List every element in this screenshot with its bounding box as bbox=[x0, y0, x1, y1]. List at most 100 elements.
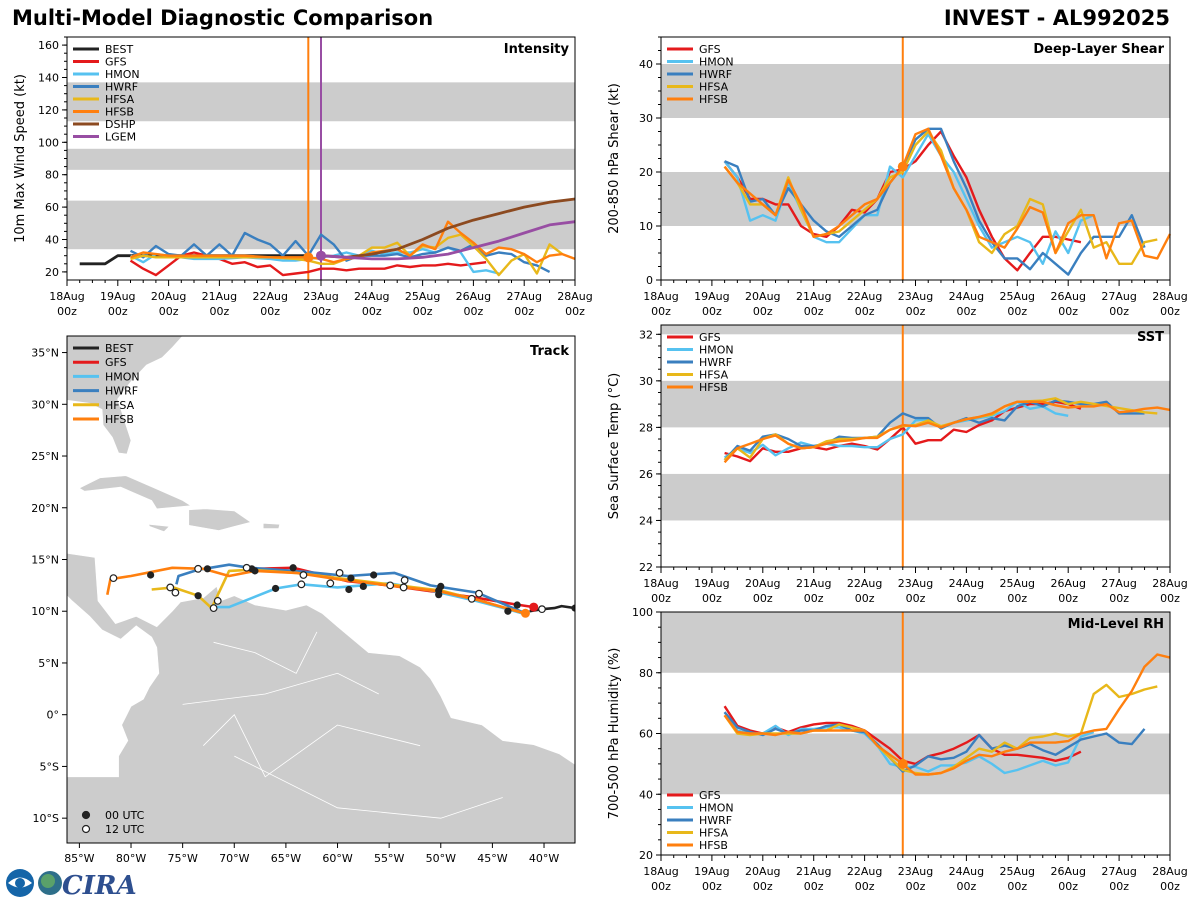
legend-label-dshp: DSHP bbox=[105, 118, 136, 131]
x-tick-label: 24Aug bbox=[354, 290, 389, 303]
cira-globe-icon bbox=[38, 871, 62, 895]
x-tick-label: 00z bbox=[1160, 305, 1180, 318]
init-marker bbox=[897, 161, 908, 172]
legend-label-best: BEST bbox=[105, 342, 133, 355]
x-tick-label: 18Aug bbox=[643, 865, 678, 878]
x-tick-label: 22Aug bbox=[847, 577, 882, 590]
x-tick-label: 00z bbox=[1109, 305, 1129, 318]
x-tick-label: 24Aug bbox=[949, 290, 984, 303]
panel-title: Intensity bbox=[504, 42, 570, 57]
legend-label-hfsb: HFSB bbox=[699, 381, 728, 394]
y-tick-label: 30 bbox=[639, 112, 653, 125]
track-point-12utc bbox=[242, 563, 251, 572]
track-point-00utc bbox=[347, 574, 355, 582]
legend-label-hwrf: HWRF bbox=[699, 356, 732, 369]
threshold-band bbox=[661, 325, 1170, 335]
y-tick-label: 20 bbox=[639, 849, 653, 862]
x-tick-label: 00z bbox=[855, 880, 875, 893]
x-tick-label: 00z bbox=[464, 305, 484, 318]
x-tick-label: 27Aug bbox=[506, 290, 541, 303]
legend-label-hfsa: HFSA bbox=[105, 93, 135, 106]
storm-title: INVEST - AL992025 bbox=[943, 6, 1170, 30]
x-tick-label: 00z bbox=[362, 305, 382, 318]
legend-label-hfsa: HFSA bbox=[699, 827, 729, 840]
x-tick-label: 00z bbox=[1007, 880, 1027, 893]
x-tick-label: 25Aug bbox=[1000, 577, 1035, 590]
track-point-12utc bbox=[467, 594, 476, 603]
x-tick-label: 00z bbox=[702, 592, 722, 605]
track-point-12utc bbox=[335, 569, 344, 577]
y-tick-label: 100 bbox=[38, 136, 59, 149]
init-marker bbox=[303, 252, 314, 263]
series-line-hmon bbox=[723, 400, 1069, 459]
y-tick-label: 80 bbox=[639, 667, 653, 680]
x-tick-label: 00z bbox=[1007, 305, 1027, 318]
panel-title: Deep-Layer Shear bbox=[1033, 42, 1164, 57]
track-point-12utc bbox=[400, 576, 409, 585]
lon-tick-label: 70°W bbox=[219, 852, 249, 865]
y-tick-label: 20 bbox=[639, 166, 653, 179]
x-tick-label: 20Aug bbox=[745, 577, 780, 590]
x-tick-label: 23Aug bbox=[898, 865, 933, 878]
x-tick-label: 27Aug bbox=[1101, 577, 1136, 590]
x-tick-label: 00z bbox=[1058, 305, 1078, 318]
y-tick-label: 40 bbox=[639, 788, 653, 801]
track-point-00utc bbox=[370, 571, 378, 579]
x-tick-label: 00z bbox=[906, 305, 926, 318]
main-title: Multi-Model Diagnostic Comparison bbox=[12, 6, 434, 30]
x-tick-label: 00z bbox=[804, 880, 824, 893]
y-axis-label: 10m Max Wind Speed (kt) bbox=[13, 74, 28, 243]
series-line-hwrf bbox=[129, 231, 551, 273]
x-tick-label: 28Aug bbox=[1152, 290, 1187, 303]
x-tick-label: 20Aug bbox=[745, 865, 780, 878]
x-tick-label: 26Aug bbox=[1050, 577, 1085, 590]
legend-label-hfsa: HFSA bbox=[105, 399, 135, 412]
legend-marker-12utc bbox=[81, 824, 91, 834]
series-line-hfsb bbox=[723, 400, 1171, 464]
track-point-12utc bbox=[399, 583, 408, 592]
map-layer bbox=[67, 336, 575, 843]
legend-label-hfsa: HFSA bbox=[699, 81, 729, 94]
x-tick-label: 18Aug bbox=[643, 290, 678, 303]
noaa-logo-icon bbox=[6, 869, 34, 897]
track-point-12utc bbox=[109, 574, 118, 583]
x-tick-label: 00z bbox=[1058, 592, 1078, 605]
lat-tick-label: 10°N bbox=[31, 605, 59, 618]
land-jamaica bbox=[148, 523, 170, 532]
x-tick-label: 28Aug bbox=[557, 290, 592, 303]
track-point-00utc bbox=[504, 607, 512, 615]
x-tick-label: 00z bbox=[906, 880, 926, 893]
x-tick-label: 28Aug bbox=[1152, 865, 1187, 878]
lat-tick-label: 5°N bbox=[38, 657, 59, 670]
y-tick-label: 0 bbox=[646, 274, 653, 287]
x-tick-label: 00z bbox=[753, 592, 773, 605]
x-tick-label: 23Aug bbox=[898, 577, 933, 590]
series-line-hfsa bbox=[130, 233, 564, 277]
x-tick-label: 19Aug bbox=[100, 290, 135, 303]
legend-label-hmon: HMON bbox=[105, 68, 140, 81]
x-tick-label: 28Aug bbox=[1152, 577, 1187, 590]
country-border bbox=[203, 714, 421, 778]
track-point-12utc bbox=[297, 580, 306, 589]
country-border bbox=[213, 631, 318, 674]
x-tick-label: 00z bbox=[108, 305, 128, 318]
x-tick-label: 22Aug bbox=[252, 290, 287, 303]
lon-tick-label: 55°W bbox=[374, 852, 404, 865]
threshold-band bbox=[661, 473, 1170, 521]
lon-tick-label: 60°W bbox=[322, 852, 352, 865]
legend-label-hmon: HMON bbox=[699, 56, 734, 69]
track-point-12utc bbox=[171, 588, 180, 597]
lat-tick-label: 30°N bbox=[31, 398, 59, 411]
track-point-12utc bbox=[475, 589, 483, 598]
series-line-hfsb bbox=[723, 653, 1171, 776]
y-tick-label: 60 bbox=[639, 728, 653, 741]
x-tick-label: 00z bbox=[260, 305, 280, 318]
legend-label-hwrf: HWRF bbox=[699, 68, 732, 81]
legend-marker-label: 12 UTC bbox=[105, 823, 145, 836]
panel-title: Mid-Level RH bbox=[1068, 617, 1164, 632]
legend-label-gfs: GFS bbox=[699, 43, 721, 56]
y-axis-label: Sea Surface Temp (°C) bbox=[607, 373, 622, 520]
y-axis-label: 200-850 hPa Shear (kt) bbox=[607, 83, 622, 234]
x-tick-label: 23Aug bbox=[898, 290, 933, 303]
